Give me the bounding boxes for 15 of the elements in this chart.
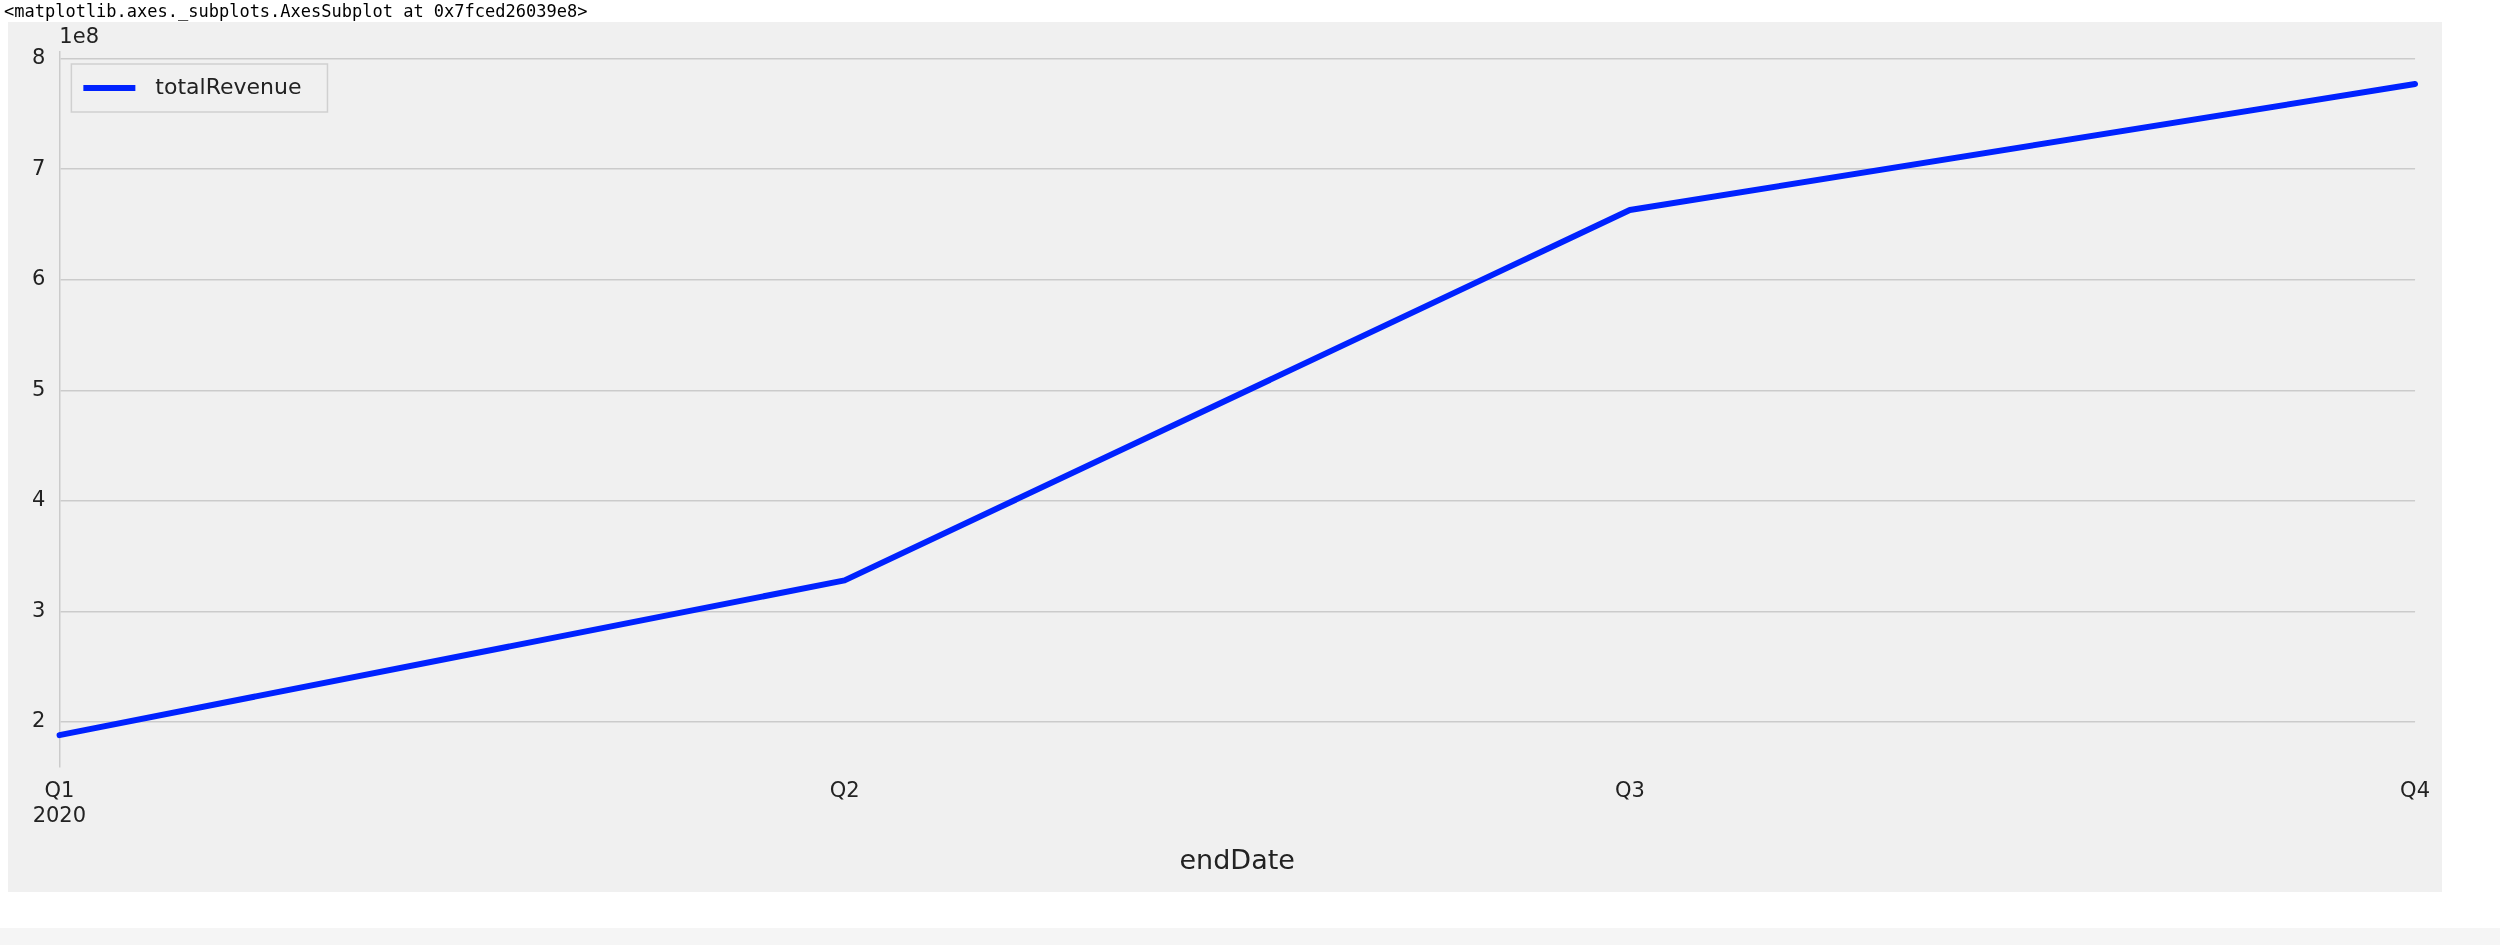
x-axis-title: endDate (1179, 843, 1295, 875)
x-tick-label: Q1 2020 (32, 778, 87, 828)
y-tick-label: 6 (31, 266, 46, 291)
y-tick-label: 7 (31, 155, 46, 180)
y-tick-label: 5 (31, 376, 46, 401)
x-tick-label: Q3 (1614, 778, 1645, 803)
y-tick-label: 8 (31, 45, 46, 70)
y-tick-label: 4 (31, 487, 46, 512)
x-tick-label: Q2 (829, 778, 860, 803)
x-tick-label: Q4 (2400, 778, 2430, 803)
legend-label: totalRevenue (155, 73, 302, 99)
y-tick-label: 3 (31, 597, 46, 622)
y-tick-label: 2 (31, 708, 46, 733)
text: <matplotlib.axes._subplots.AxesSubplot at 0x7fced26039e8> (3, 0, 589, 22)
text: 1e8 (59, 23, 100, 48)
